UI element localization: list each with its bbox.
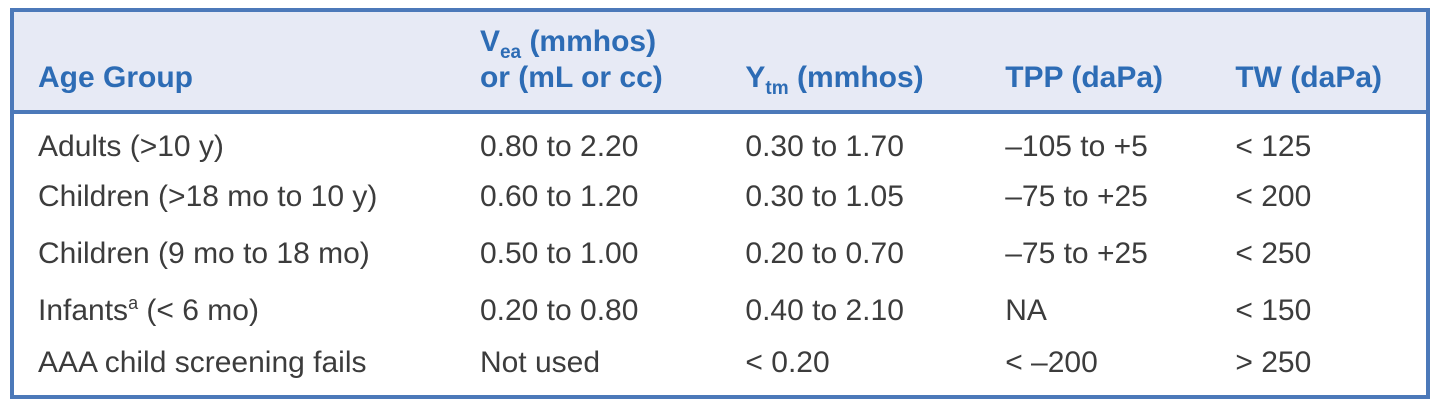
col-header-ytm: Ytm (mmhos) [745, 12, 1006, 114]
infants-footnote-marker: a [128, 292, 139, 313]
cell-tpp: –75 to +25 [1005, 168, 1236, 226]
cell-tw: < 125 [1235, 112, 1426, 169]
cell-tw: < 250 [1235, 225, 1426, 282]
cell-tw: > 250 [1235, 338, 1426, 395]
cell-tpp: –75 to +25 [1005, 225, 1236, 282]
cell-age-group: AAA child screening fails [14, 338, 480, 395]
vea-header-line1: Vea (mmhos) [479, 25, 657, 63]
cell-vea: 0.60 to 1.20 [479, 168, 746, 226]
col-header-tpp: TPP (daPa) [1005, 12, 1236, 114]
cell-tpp: –105 to +5 [1005, 112, 1236, 169]
ytm-subscript: tm [765, 78, 789, 99]
cell-tpp: < –200 [1005, 338, 1236, 395]
cell-ytm: 0.20 to 0.70 [745, 225, 1006, 282]
col-header-age-group: Age Group [14, 12, 480, 114]
table-row-children-younger: Children (9 mo to 18 mo) 0.50 to 1.00 0.… [14, 225, 1426, 282]
vea-header-line2: or (mL or cc) [479, 61, 663, 94]
table-row-children-older: Children (>18 mo to 10 y) 0.60 to 1.20 0… [14, 168, 1426, 226]
table-row-infants: Infantsa (< 6 mo) 0.20 to 0.80 0.40 to 2… [14, 281, 1426, 339]
cell-tpp: NA [1005, 281, 1236, 339]
cell-vea: 0.50 to 1.00 [479, 225, 746, 282]
norms-table-frame: Age Group Vea (mmhos) or (mL or cc) Ytm … [10, 8, 1430, 399]
tympanometry-norms-table: Age Group Vea (mmhos) or (mL or cc) Ytm … [14, 12, 1426, 395]
vea-subscript: ea [499, 42, 522, 63]
col-header-vea: Vea (mmhos) or (mL or cc) [479, 12, 746, 114]
cell-vea: 0.80 to 2.20 [479, 112, 746, 169]
cell-ytm: 0.30 to 1.05 [745, 168, 1006, 226]
cell-age-group: Infantsa (< 6 mo) [14, 281, 480, 339]
cell-ytm: < 0.20 [745, 338, 1006, 395]
tw-header-label: TW (daPa) [1235, 61, 1383, 94]
cell-vea: 0.20 to 0.80 [479, 281, 746, 339]
table-row-adults: Adults (>10 y) 0.80 to 2.20 0.30 to 1.70… [14, 112, 1426, 169]
cell-age-group: Children (9 mo to 18 mo) [14, 225, 480, 282]
tpp-header-label: TPP (daPa) [1005, 61, 1164, 94]
cell-age-group: Children (>18 mo to 10 y) [14, 168, 480, 226]
cell-tw: < 200 [1235, 168, 1426, 226]
cell-vea: Not used [479, 338, 746, 395]
cell-age-group: Adults (>10 y) [14, 112, 480, 169]
header-row: Age Group Vea (mmhos) or (mL or cc) Ytm … [14, 12, 1426, 114]
age-group-header-label: Age Group [38, 61, 193, 94]
ytm-header-line1: Ytm (mmhos) [745, 61, 924, 99]
cell-ytm: 0.40 to 2.10 [745, 281, 1006, 339]
cell-ytm: 0.30 to 1.70 [745, 112, 1006, 169]
cell-tw: < 150 [1235, 281, 1426, 339]
table-row-aaa-screening-fails: AAA child screening fails Not used < 0.2… [14, 338, 1426, 395]
col-header-tw: TW (daPa) [1235, 12, 1426, 114]
